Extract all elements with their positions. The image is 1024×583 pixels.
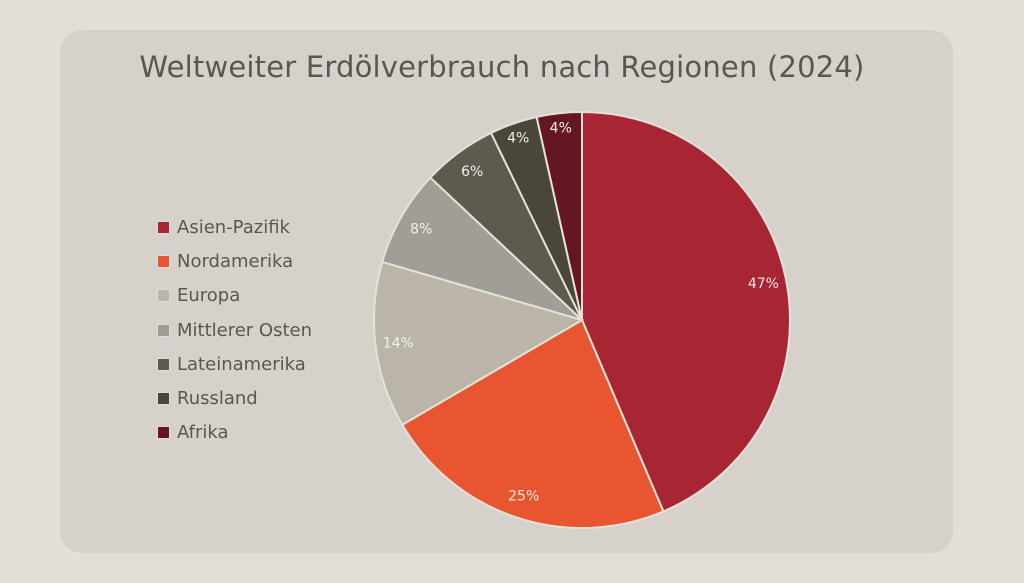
legend-item: Asien-Pazifik	[158, 210, 312, 244]
data-label: 14%	[383, 336, 414, 352]
chart-title: Weltweiter Erdölverbrauch nach Regionen …	[139, 50, 865, 84]
legend-item: Europa	[158, 279, 312, 313]
data-label: 47%	[748, 276, 779, 292]
legend-item: Nordamerika	[158, 244, 312, 278]
legend-item: Afrika	[158, 416, 312, 450]
data-label: 8%	[410, 221, 432, 237]
legend-swatch	[158, 358, 169, 370]
legend: Asien-Pazifik Nordamerika Europa Mittlerer …	[158, 210, 312, 450]
legend-swatch	[158, 393, 169, 405]
legend-label: Afrika	[177, 422, 229, 444]
legend-label: Europa	[177, 285, 241, 307]
legend-item: Mittlerer Osten	[158, 313, 312, 347]
pie-slice-mittlerer-osten	[381, 176, 583, 321]
pie-slice-afrika	[535, 110, 583, 321]
data-label: 6%	[461, 164, 483, 180]
legend-swatch	[158, 427, 169, 439]
data-label: 4%	[550, 121, 572, 137]
legend-label: Lateinamerika	[177, 353, 306, 375]
legend-item: Lateinamerika	[158, 347, 312, 381]
legend-label: Nordamerika	[177, 250, 294, 272]
pie-slice-nordamerika	[400, 318, 665, 529]
data-label: 4%	[507, 130, 529, 146]
pie-slice-asien-pazifik	[581, 110, 791, 513]
legend-swatch	[158, 221, 169, 233]
pie-slice-europa	[373, 260, 585, 427]
legend-label: Mittlerer Osten	[177, 319, 313, 341]
legend-swatch	[158, 324, 169, 336]
legend-item: Russland	[158, 381, 312, 415]
legend-swatch	[158, 290, 169, 302]
legend-label: Russland	[177, 388, 258, 410]
data-label: 25%	[508, 489, 539, 505]
legend-label: Asien-Pazifik	[177, 216, 290, 238]
legend-swatch	[158, 255, 169, 267]
